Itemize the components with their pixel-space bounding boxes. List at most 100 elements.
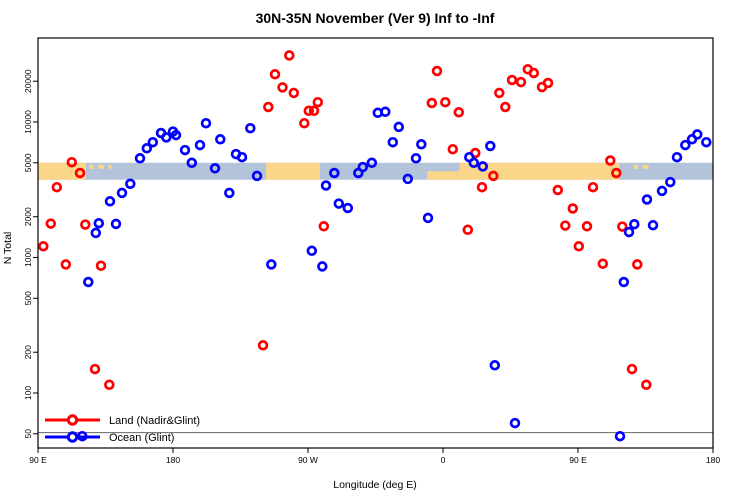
data-point-ocean [245,122,256,134]
data-point-ocean [665,176,676,188]
data-point-land [641,379,652,391]
x-tick-label: 180 [706,455,720,465]
data-point-ocean [317,261,328,272]
y-tick-label: 200 [23,345,33,359]
data-point-ocean [200,117,212,129]
data-point-land [515,76,527,88]
data-point-ocean [489,360,501,371]
axes: 90 E 180 90 W 0 90 E 180 50 100 200 500 1000 2000 50… [23,69,720,465]
data-point-land [542,77,554,89]
data-point-land [560,220,571,231]
x-tick-label: 90 E [29,455,47,465]
data-point-ocean [306,245,318,257]
data-point-ocean [410,153,422,164]
data-point-ocean [320,180,332,191]
band-island-speck [642,164,649,169]
data-point-ocean [641,194,653,205]
y-tick-label: 500 [23,291,33,305]
data-point-ocean [209,163,221,174]
data-point-ocean [329,167,340,179]
data-point-land [318,221,330,232]
data-point-land [581,221,593,232]
y-tick-label: 50 [23,429,33,439]
data-point-land [51,181,63,193]
x-tick-label: 0 [441,455,446,465]
y-tick-label: 5000 [23,153,33,172]
data-point-land [312,96,324,108]
data-point-ocean [333,198,345,209]
data-point-land [632,259,643,270]
legend-label-ocean: Ocean (Glint) [109,432,174,444]
data-point-ocean [623,226,635,238]
data-point-land [38,241,49,252]
x-tick-label: 180 [166,455,180,465]
data-point-land [528,67,540,79]
legend: Land (Nadir&Glint) Ocean (Glint) [45,414,200,444]
data-point-ocean [90,227,102,239]
data-point-ocean [215,134,226,145]
data-point-land [299,117,310,129]
data-point-land [263,101,274,113]
data-point-ocean [380,106,391,118]
data-point-ocean [104,196,116,207]
x-axis-title: Longitude (deg E) [333,479,416,491]
data-point-land [567,203,579,214]
data-point-ocean [366,157,378,169]
data-point-land [573,241,585,252]
data-point-ocean [509,417,521,429]
data-point-ocean [170,129,182,141]
data-point-land [104,379,115,391]
data-point-ocean [266,259,277,270]
data-point-ocean [93,217,105,229]
data-point-ocean [692,129,703,140]
data-point-land [426,97,438,109]
data-point-land [60,259,72,270]
legend-marker-land-icon [66,414,79,426]
y-tick-label: 20000 [23,69,33,93]
data-point-land [45,218,57,229]
band-land-coast [427,171,460,180]
data-point-ocean [342,202,354,214]
data-point-land [80,219,91,230]
data-point-land [462,224,474,236]
band-land [38,162,86,180]
data-point-ocean [422,212,434,224]
data-point-ocean [680,139,691,151]
data-point-ocean [387,136,399,148]
data-point-land [617,221,628,232]
data-point-land [277,82,288,93]
data-point-land [288,87,300,99]
data-point-land [440,96,451,108]
data-point-land [605,155,616,166]
data-point-ocean [614,430,626,442]
data-point-land [626,363,638,375]
data-point-ocean [393,121,405,133]
data-point-ocean [161,132,172,143]
data-point-land [500,101,511,113]
data-point-ocean [477,161,489,172]
data-point-land [74,167,86,179]
x-tick-label: 90 W [298,455,318,465]
data-point-land [66,156,78,168]
map-band [38,162,713,180]
data-point-ocean [647,219,659,231]
data-point-ocean [618,276,630,288]
data-point-land [303,105,315,117]
band-island-speck [108,164,112,169]
plot-border [37,37,714,449]
data-point-ocean [125,178,136,190]
data-point-ocean [194,139,206,151]
data-point-ocean [134,153,146,164]
data-point-land [552,184,564,196]
data-point-land [89,363,101,375]
data-point-ocean [141,143,153,154]
data-point-land [308,105,320,117]
data-point-land [506,74,518,86]
data-point-ocean [236,151,248,163]
data-point-ocean [468,157,480,169]
data-point-land [597,258,609,269]
data-point-land [488,170,499,182]
data-point-land [284,50,295,61]
